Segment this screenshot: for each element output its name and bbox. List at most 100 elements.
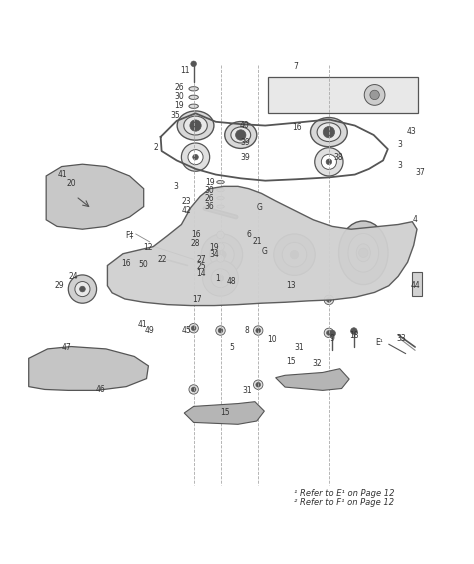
Text: F‡: F‡: [126, 230, 134, 239]
Circle shape: [75, 281, 90, 297]
Text: 11: 11: [181, 67, 190, 76]
Text: 16: 16: [121, 259, 131, 268]
Text: 39: 39: [241, 153, 250, 162]
Circle shape: [324, 295, 334, 305]
Text: 26: 26: [205, 193, 214, 202]
Text: 49: 49: [145, 326, 154, 335]
Circle shape: [370, 90, 379, 100]
Text: E¹: E¹: [375, 338, 383, 347]
Ellipse shape: [231, 127, 251, 143]
Circle shape: [327, 298, 331, 302]
Text: ² Refer to F¹ on Page 12: ² Refer to F¹ on Page 12: [293, 498, 394, 507]
Ellipse shape: [189, 95, 198, 99]
Circle shape: [282, 243, 307, 267]
Text: 46: 46: [95, 385, 105, 394]
Text: 31: 31: [243, 386, 252, 395]
Text: 20: 20: [66, 179, 76, 188]
Text: 29: 29: [54, 281, 64, 290]
Text: 19: 19: [175, 102, 184, 111]
Circle shape: [189, 324, 198, 333]
Text: 24: 24: [68, 272, 78, 281]
Ellipse shape: [217, 188, 224, 192]
Circle shape: [358, 248, 368, 258]
Circle shape: [219, 409, 228, 417]
Circle shape: [191, 326, 196, 331]
Polygon shape: [184, 402, 264, 424]
Text: ¹ Refer to E¹ on Page 12: ¹ Refer to E¹ on Page 12: [293, 488, 394, 497]
Text: 39: 39: [241, 138, 250, 147]
Text: 27: 27: [196, 255, 206, 265]
Text: 16: 16: [292, 123, 302, 132]
Text: 41: 41: [138, 320, 147, 329]
Text: 8: 8: [245, 326, 250, 335]
Circle shape: [326, 159, 332, 165]
Circle shape: [217, 231, 224, 239]
Circle shape: [238, 409, 247, 417]
Polygon shape: [29, 346, 148, 390]
Circle shape: [256, 382, 261, 387]
Text: 2: 2: [154, 143, 158, 152]
Text: 40: 40: [239, 121, 249, 130]
Ellipse shape: [217, 180, 224, 184]
Text: 30: 30: [174, 92, 184, 102]
Ellipse shape: [225, 122, 257, 148]
Circle shape: [274, 234, 315, 275]
Text: 28: 28: [191, 239, 201, 248]
Circle shape: [191, 61, 197, 67]
Text: 13: 13: [286, 281, 296, 290]
Text: 36: 36: [205, 202, 215, 211]
Ellipse shape: [217, 196, 224, 200]
Ellipse shape: [317, 123, 341, 142]
Circle shape: [236, 130, 246, 140]
Polygon shape: [71, 192, 103, 212]
Text: 43: 43: [407, 127, 416, 136]
Polygon shape: [268, 77, 419, 113]
Circle shape: [64, 363, 82, 382]
Text: 1: 1: [215, 274, 219, 283]
Circle shape: [68, 275, 97, 303]
Text: 42: 42: [181, 206, 191, 215]
Text: 7: 7: [293, 61, 298, 70]
Circle shape: [211, 269, 230, 288]
Circle shape: [41, 362, 54, 374]
Circle shape: [217, 243, 224, 250]
Text: 19: 19: [205, 178, 214, 187]
Text: 6: 6: [246, 230, 251, 239]
Circle shape: [217, 255, 224, 262]
Text: 21: 21: [252, 237, 262, 246]
Text: 50: 50: [138, 260, 147, 269]
Text: G: G: [257, 203, 263, 212]
Ellipse shape: [189, 104, 198, 108]
Text: 10: 10: [267, 336, 277, 345]
Circle shape: [210, 243, 234, 267]
Circle shape: [68, 368, 78, 377]
Polygon shape: [108, 186, 417, 306]
Text: 22: 22: [158, 255, 167, 265]
Circle shape: [182, 143, 210, 171]
Circle shape: [201, 234, 243, 275]
Circle shape: [321, 155, 337, 169]
Text: 37: 37: [415, 168, 425, 177]
Text: 47: 47: [62, 343, 71, 352]
Ellipse shape: [184, 116, 207, 135]
Text: 31: 31: [294, 343, 304, 352]
Polygon shape: [46, 164, 144, 229]
Text: 3: 3: [397, 161, 402, 170]
Text: 3: 3: [173, 182, 178, 191]
Circle shape: [256, 328, 261, 333]
Text: 32: 32: [312, 359, 322, 368]
Text: 19: 19: [210, 243, 219, 252]
Ellipse shape: [310, 117, 347, 147]
Text: 44: 44: [410, 281, 420, 290]
Text: 45: 45: [181, 326, 191, 335]
Circle shape: [323, 126, 335, 138]
Circle shape: [190, 120, 201, 131]
Ellipse shape: [189, 87, 198, 91]
Circle shape: [189, 385, 198, 394]
Circle shape: [254, 380, 263, 389]
Circle shape: [351, 328, 357, 334]
Circle shape: [80, 287, 85, 292]
Circle shape: [315, 148, 343, 176]
Text: G: G: [261, 247, 267, 256]
Circle shape: [327, 331, 331, 335]
